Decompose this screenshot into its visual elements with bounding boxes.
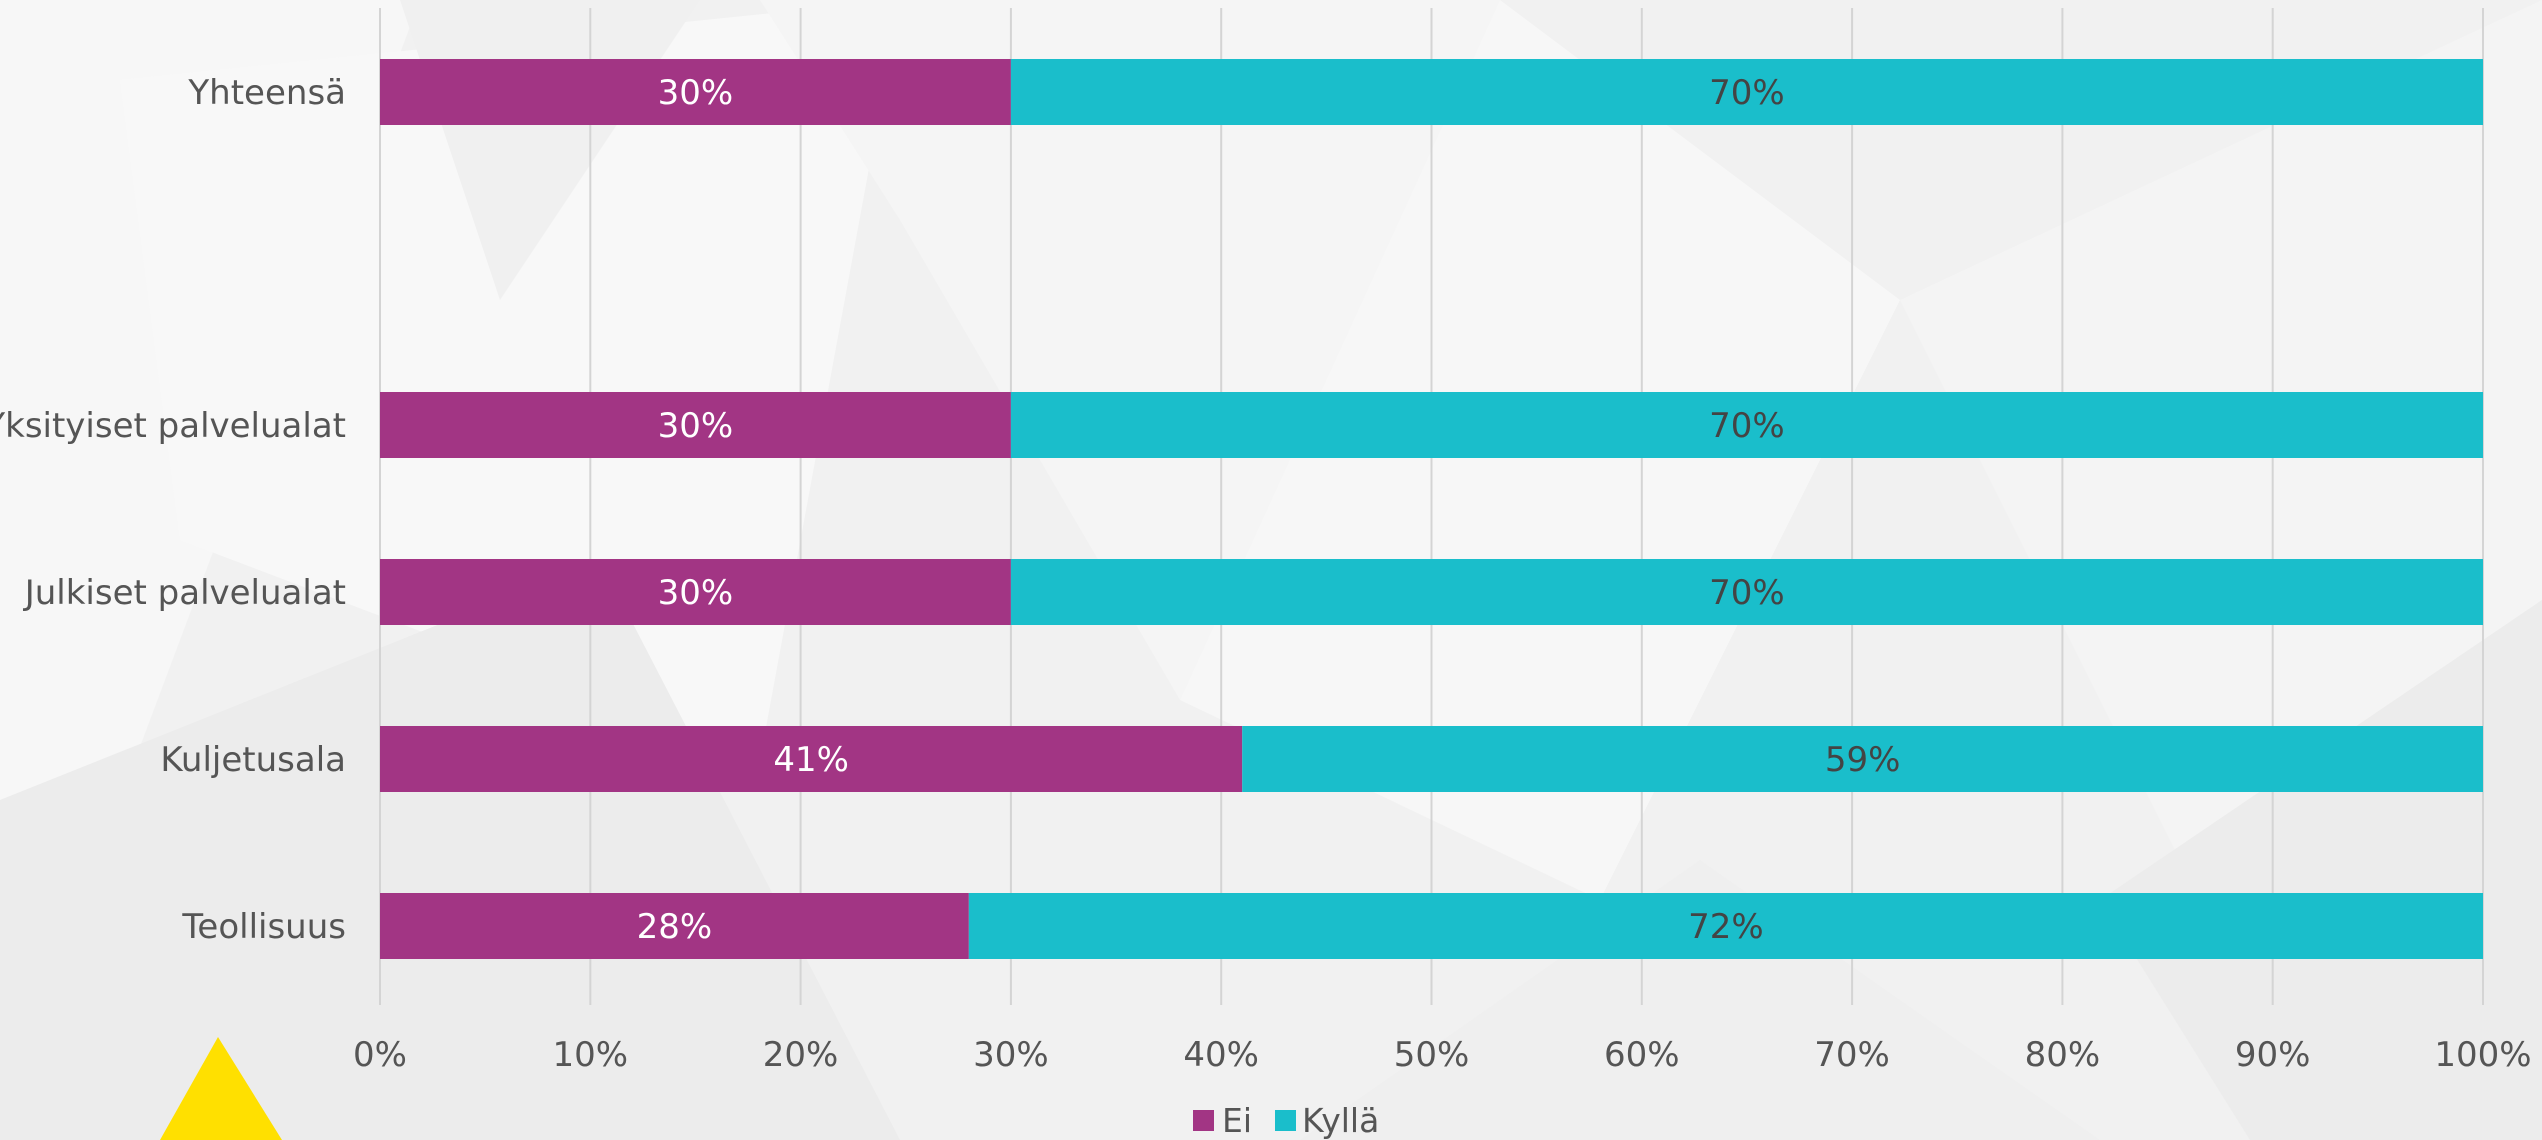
bar-segment-kyll- bbox=[1242, 726, 2483, 792]
bar-segment-kyll- bbox=[1010, 559, 2483, 625]
gridlines bbox=[379, 8, 2484, 1005]
category-label: Julkiset palvelualat bbox=[23, 573, 346, 613]
x-tick-label: 50% bbox=[1394, 1035, 1470, 1075]
data-label: 70% bbox=[1709, 73, 1785, 113]
legend: Ei Kyllä bbox=[1193, 1101, 1379, 1140]
bar-segment-ei bbox=[380, 726, 1243, 792]
legend-label: Ei bbox=[1222, 1101, 1252, 1140]
bar-segment-ei bbox=[380, 59, 1011, 125]
x-tick-label: 0% bbox=[353, 1035, 407, 1075]
category-label: Yhteensä bbox=[187, 73, 346, 113]
bars bbox=[380, 59, 2483, 959]
data-label: 72% bbox=[1688, 907, 1764, 947]
legend-label: Kyllä bbox=[1302, 1101, 1379, 1140]
category-label: Teollisuus bbox=[181, 907, 346, 947]
category-labels: Yhteensä Yksityiset palvelualat Julkiset p… bbox=[0, 73, 346, 947]
data-label: 28% bbox=[637, 907, 713, 947]
data-label: 30% bbox=[658, 406, 734, 446]
data-label: 70% bbox=[1709, 406, 1785, 446]
legend-swatch bbox=[1193, 1110, 1214, 1131]
x-tick-label: 80% bbox=[2025, 1035, 2101, 1075]
yellow-triangle-icon bbox=[160, 1037, 282, 1140]
x-axis-ticks: 0% 10% 20% 30% 40% 50% 60% 70% 80% 90% 100% bbox=[353, 1035, 2532, 1075]
bar-segment-kyll- bbox=[1010, 59, 2483, 125]
x-tick-label: 60% bbox=[1604, 1035, 1680, 1075]
data-label: 30% bbox=[658, 573, 734, 613]
bar-segment-kyll- bbox=[968, 893, 2483, 959]
x-tick-label: 100% bbox=[2434, 1035, 2531, 1075]
x-tick-label: 90% bbox=[2235, 1035, 2311, 1075]
category-label: Kuljetusala bbox=[160, 740, 346, 780]
data-labels: 30% 70% 30% 70% 30% 70% 41% 59% 28% 72% bbox=[637, 73, 1901, 947]
x-tick-label: 40% bbox=[1183, 1035, 1259, 1075]
bar-segment-ei bbox=[380, 392, 1011, 458]
data-label: 59% bbox=[1825, 740, 1901, 780]
x-tick-label: 20% bbox=[763, 1035, 839, 1075]
data-label: 41% bbox=[773, 740, 849, 780]
category-label: Yksityiset palvelualat bbox=[0, 406, 346, 446]
x-tick-label: 70% bbox=[1814, 1035, 1890, 1075]
bar-segment-kyll- bbox=[1010, 392, 2483, 458]
data-label: 30% bbox=[658, 73, 734, 113]
data-label: 70% bbox=[1709, 573, 1785, 613]
x-tick-label: 10% bbox=[553, 1035, 629, 1075]
bar-segment-ei bbox=[380, 893, 969, 959]
bar-segment-ei bbox=[380, 559, 1011, 625]
x-tick-label: 30% bbox=[973, 1035, 1049, 1075]
legend-swatch bbox=[1275, 1110, 1296, 1131]
